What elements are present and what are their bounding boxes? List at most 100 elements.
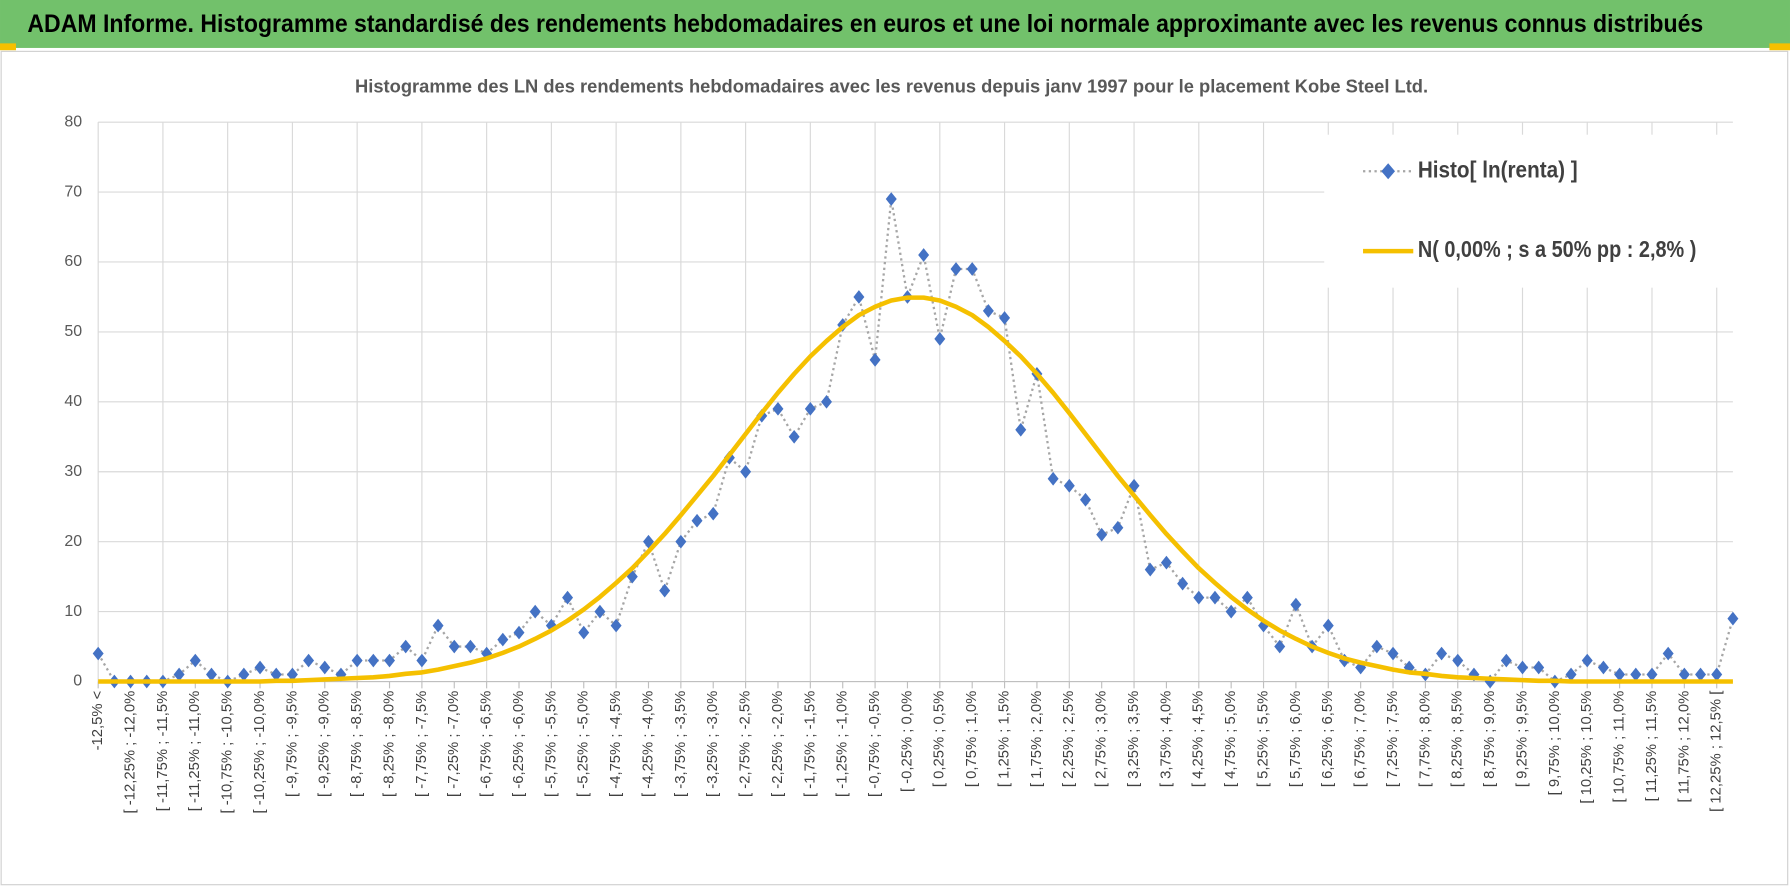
x-tick-label: [ 10,25% ; 10,5%	[1579, 691, 1595, 804]
diamond-marker	[1630, 667, 1642, 682]
x-tick-label: [ 2,75% ; 3,0%	[1094, 691, 1110, 787]
diamond-marker	[821, 394, 833, 409]
diamond-marker	[497, 632, 509, 647]
x-tick-label: [ -9,75% ; -9,5%	[284, 691, 300, 797]
x-tick-label: [ 10,75% ; 11,0%	[1612, 691, 1628, 803]
x-tick-label: [ 0,25% ; 0,5%	[932, 691, 948, 787]
diamond-marker	[1711, 667, 1723, 682]
x-tick-label: [ -1,75% ; -1,5%	[802, 691, 818, 797]
x-tick-label: [ 4,75% ; 5,0%	[1223, 691, 1239, 787]
diamond-marker	[643, 534, 654, 549]
diamond-marker	[1565, 667, 1577, 682]
diamond-marker	[286, 667, 298, 682]
diamond-marker	[1274, 639, 1286, 654]
y-tick-label: 30	[64, 463, 82, 480]
diamond-marker	[351, 653, 363, 668]
diamond-marker	[740, 464, 752, 479]
x-tick-label: [ -2,75% ; -2,5%	[738, 691, 754, 797]
diamond-marker	[1128, 478, 1140, 493]
header-band	[0, 0, 1790, 48]
diamond-marker	[999, 311, 1011, 325]
x-tick-label: [ -2,25% ; -2,0%	[770, 691, 786, 797]
y-tick-label: 10	[64, 603, 82, 620]
diamond-marker	[1015, 422, 1027, 437]
diamond-marker	[448, 639, 460, 654]
y-tick-label: 50	[64, 323, 82, 340]
x-tick-label: [ -9,25% ; -9,0%	[317, 691, 333, 797]
x-tick-label: [ 1,25% ; 1,5%	[996, 691, 1012, 787]
diamond-marker	[1662, 646, 1674, 661]
x-tick-label: [ -0,75% ; -0,5%	[867, 691, 883, 797]
corner	[0, 43, 16, 51]
x-tick-label: [ 6,75% ; 7,0%	[1353, 691, 1369, 787]
diamond-marker	[1225, 604, 1237, 619]
diamond-marker	[303, 653, 315, 668]
diamond-marker	[610, 618, 622, 633]
diamond-marker	[384, 653, 396, 668]
diamond-marker	[950, 262, 962, 276]
x-tick-label: [ -10,75% ; -10,5%	[220, 691, 236, 814]
legend-label: N( 0,00% ; s a 50% pp : 2,8% )	[1418, 236, 1697, 262]
diamond-marker	[529, 604, 541, 619]
y-tick-label: 40	[64, 393, 82, 410]
x-tick-label: [ 5,25% ; 5,5%	[1255, 691, 1271, 787]
x-tick-label: [ 9,25% ; 9,5%	[1514, 691, 1530, 787]
chart-border	[0, 50, 1789, 886]
x-tick-label: [ -6,75% ; -6,5%	[479, 691, 495, 797]
x-tick-label: [ -3,75% ; -3,5%	[673, 691, 689, 797]
x-tick-label: [ -8,25% ; -8,0%	[381, 691, 397, 797]
diamond-marker	[270, 667, 282, 682]
x-tick-label: [ -6,25% ; -6,0%	[511, 691, 527, 797]
x-tick-label: [ -3,25% ; -3,0%	[705, 691, 721, 797]
diamond-marker	[934, 332, 946, 346]
diamond-marker	[918, 248, 930, 262]
x-tick-label: [ -8,75% ; -8,5%	[349, 691, 365, 797]
diamond-marker	[432, 618, 444, 633]
corner	[1769, 43, 1790, 51]
y-tick-label: 20	[64, 533, 82, 550]
diamond-marker	[1241, 590, 1253, 605]
diamond-marker	[1646, 667, 1658, 682]
x-tick-label: [ -7,25% ; -7,0%	[446, 691, 462, 797]
y-tick-label: 60	[64, 253, 82, 270]
diamond-marker	[594, 604, 606, 619]
diamond-marker	[173, 667, 185, 682]
diamond-marker	[1112, 520, 1124, 535]
diamond-marker	[367, 653, 379, 668]
x-tick-label: [ 1,75% ; 2,0%	[1029, 691, 1045, 787]
diamond-marker	[400, 639, 412, 654]
legend-box	[1324, 134, 1736, 288]
diamond-marker	[1063, 478, 1075, 493]
x-tick-label: [ -5,75% ; -5,5%	[543, 691, 559, 797]
x-tick-label: [ -7,75% ; -7,5%	[414, 691, 430, 797]
x-tick-label: [ 7,75% ; 8,0%	[1417, 691, 1433, 787]
x-tick-label: [ -11,75% ; -11,5%	[155, 691, 171, 812]
diamond-marker	[1371, 639, 1383, 654]
diamond-marker	[1047, 471, 1059, 486]
x-tick-label: [ -4,25% ; -4,0%	[640, 691, 656, 797]
diamond-marker	[1160, 555, 1172, 570]
x-tick-label: [ -1,25% ; -1,0%	[835, 691, 851, 797]
diamond-marker	[1209, 590, 1221, 605]
diamond-marker	[1614, 667, 1626, 682]
diamond-marker	[416, 653, 428, 668]
x-tick-label: [ 11,25% ; 11,5%	[1644, 691, 1660, 802]
x-tick-label: [ 12,25% ; 12,5% [	[1709, 691, 1725, 812]
diamond-marker	[1452, 653, 1464, 668]
diamond-marker	[982, 304, 994, 318]
diamond-marker	[659, 583, 671, 598]
diamond-marker	[626, 569, 638, 584]
x-tick-label: [ 5,75% ; 6,0%	[1288, 691, 1304, 787]
legend-label: Histo[ ln(renta) ]	[1418, 156, 1578, 182]
x-tick-label: [ -5,25% ; -5,0%	[576, 691, 592, 797]
x-tick-label: -12,5% <	[90, 691, 106, 751]
x-tick-label: [ 4,25% ; 4,5%	[1191, 691, 1207, 787]
diamond-marker	[1193, 590, 1205, 605]
x-tick-label: [ 2,25% ; 2,5%	[1061, 691, 1077, 787]
y-tick-label: 80	[64, 113, 82, 130]
header-title: ADAM Informe. Histogramme standardisé de…	[27, 10, 1703, 38]
diamond-marker	[1144, 562, 1156, 577]
diamond-marker	[464, 639, 476, 654]
normal-curve	[98, 295, 1733, 684]
